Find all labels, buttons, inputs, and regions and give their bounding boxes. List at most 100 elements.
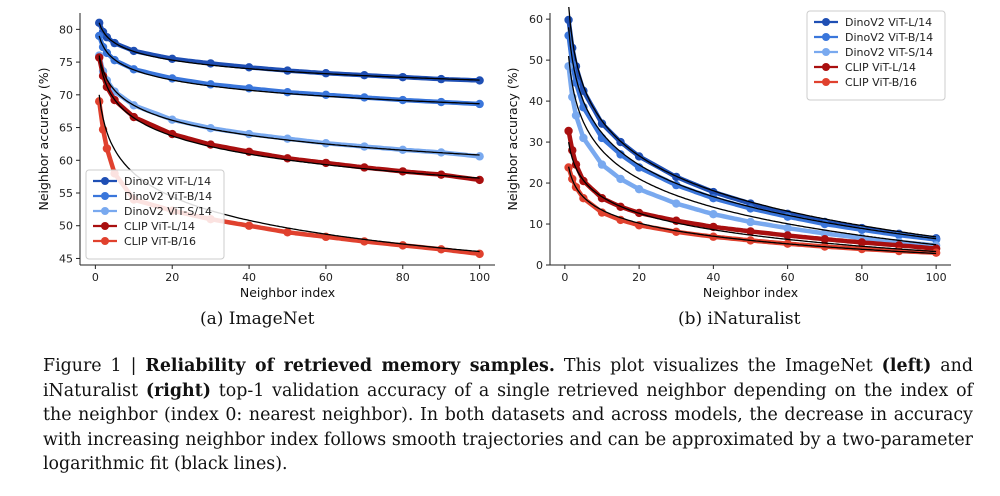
- data-point: [820, 219, 829, 229]
- data-point: [244, 84, 254, 93]
- caption-right-marker: (right): [145, 380, 211, 401]
- x-tick-label: 40: [242, 271, 256, 284]
- fit-line: [568, 7, 937, 238]
- legend-box: [806, 10, 946, 101]
- data-point: [283, 154, 292, 163]
- y-tick-label: 0: [536, 259, 543, 272]
- x-axis-label: Neighbor index: [703, 285, 798, 300]
- y-tick-label: 10: [529, 218, 543, 231]
- fit-clip-vit-l-14: [567, 141, 937, 253]
- caption-text-1: This plot visualizes the ImageNet: [554, 356, 882, 376]
- data-point: [283, 228, 292, 237]
- y-tick-label: 60: [59, 154, 73, 167]
- data-point: [571, 111, 581, 120]
- data-point: [283, 66, 292, 75]
- fit-line: [98, 22, 480, 81]
- data-point: [102, 144, 112, 153]
- data-point: [168, 54, 177, 64]
- x-tick-label: 100: [926, 271, 947, 284]
- fit-dinov2-vit-b-14: [567, 27, 937, 240]
- x-tick-label: 20: [165, 271, 179, 284]
- legend-marker: [822, 48, 830, 56]
- data-point: [564, 126, 573, 136]
- data-point: [709, 209, 718, 219]
- fit-line: [567, 27, 937, 240]
- data-point: [360, 93, 369, 102]
- data-point: [634, 184, 644, 194]
- subcaption-imagenet: (a) ImageNet: [200, 309, 315, 329]
- fit-line: [98, 55, 480, 156]
- data-point: [672, 227, 681, 237]
- y-tick-label: 50: [529, 54, 543, 67]
- data-point: [206, 124, 215, 133]
- data-point: [475, 76, 484, 85]
- legend-label: CLIP ViT-L/14: [124, 220, 195, 233]
- legend-marker: [101, 237, 109, 245]
- fit-line: [567, 166, 937, 255]
- data-point: [597, 160, 607, 169]
- legend-marker: [822, 33, 830, 41]
- data-point: [857, 238, 867, 247]
- data-point: [597, 119, 607, 128]
- data-point: [321, 139, 331, 148]
- x-tick-label: 0: [92, 271, 99, 284]
- legend-marker: [822, 18, 830, 26]
- data-point: [321, 158, 331, 168]
- figure-caption: Figure 1 | Reliability of retrieved memo…: [43, 354, 973, 477]
- data-point: [95, 97, 104, 106]
- data-point: [746, 227, 755, 236]
- fit-dinov2-vit-l-14: [98, 22, 480, 81]
- data-point: [579, 133, 588, 143]
- fit-clip-vit-b-16: [567, 166, 937, 255]
- legend-marker: [822, 63, 830, 71]
- data-point: [475, 99, 484, 109]
- fit-dinov2-vit-s-14: [567, 55, 937, 246]
- y-axis-label: Neighbor accuracy (%): [36, 67, 51, 210]
- legend-marker: [101, 222, 109, 230]
- legend-label: DinoV2 ViT-L/14: [124, 175, 211, 188]
- imagenet-chart: 0 20 40 60 80 100 45 50 55 60 65 70 75 80 Neighbor ind…: [36, 13, 495, 300]
- data-point: [579, 194, 588, 203]
- data-point: [244, 129, 254, 139]
- data-point: [931, 248, 941, 257]
- legend-label: CLIP ViT-L/14: [845, 61, 916, 74]
- fit-line: [567, 141, 937, 253]
- data-point: [360, 163, 369, 172]
- data-point: [672, 199, 681, 208]
- data-point: [820, 234, 829, 244]
- data-point: [475, 175, 484, 185]
- x-tick-label: 100: [469, 271, 490, 284]
- x-tick-label: 40: [706, 271, 720, 284]
- data-point: [283, 134, 292, 143]
- subcaption-inaturalist: (b) iNaturalist: [678, 309, 801, 329]
- data-point: [168, 74, 177, 83]
- data-point: [564, 31, 573, 40]
- data-point: [321, 90, 331, 100]
- y-tick-label: 45: [59, 252, 73, 265]
- data-point: [564, 15, 573, 25]
- y-tick-label: 40: [529, 95, 543, 108]
- legend-marker: [101, 177, 109, 185]
- data-point: [398, 167, 407, 176]
- legend-label: CLIP ViT-B/16: [845, 76, 917, 89]
- legend: DinoV2 ViT-L/14 DinoV2 ViT-B/14 DinoV2 ViT…: [85, 169, 225, 260]
- data-point: [360, 142, 369, 151]
- fit-dinov2-vit-l-14: [568, 7, 937, 238]
- data-point: [564, 62, 573, 71]
- data-point: [206, 59, 215, 68]
- y-tick-label: 50: [59, 220, 73, 233]
- data-point: [783, 231, 792, 240]
- data-point: [398, 241, 407, 250]
- legend-box: [85, 169, 225, 260]
- data-point: [783, 212, 792, 221]
- y-axis-label: Neighbor accuracy (%): [505, 67, 520, 210]
- caption-text-2: and iNaturalist: [43, 356, 973, 401]
- x-tick-label: 0: [561, 271, 568, 284]
- y-tick-label: 70: [59, 89, 73, 102]
- y-tick-label: 55: [59, 187, 73, 200]
- legend-label: CLIP ViT-B/16: [124, 235, 196, 248]
- legend-label: DinoV2 ViT-S/14: [845, 46, 933, 59]
- caption-title: Reliability of retrieved memory samples.: [145, 356, 555, 376]
